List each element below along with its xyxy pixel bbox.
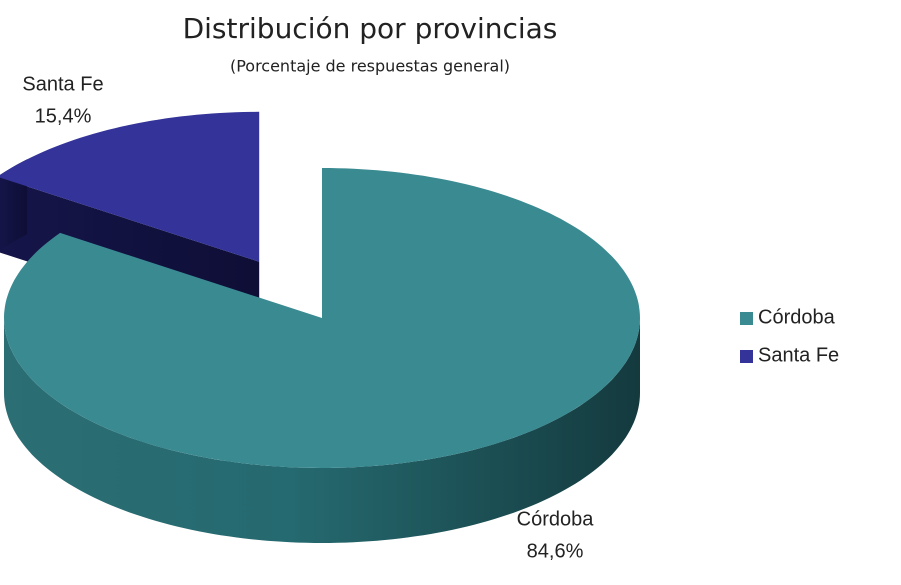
data-label-name: Santa Fe — [22, 73, 103, 95]
legend-swatch — [740, 312, 753, 325]
chart-subtitle: (Porcentaje de respuestas general) — [230, 57, 510, 76]
slice — [0, 111, 260, 262]
data-label-value: 15,4% — [35, 105, 92, 127]
slice — [4, 168, 640, 468]
legend-label: Córdoba — [758, 306, 836, 328]
data-label-value: 84,6% — [527, 540, 584, 562]
legend-label: Santa Fe — [758, 344, 839, 366]
chart-title: Distribución por provincias — [183, 12, 558, 45]
data-label-name: Córdoba — [517, 508, 595, 530]
slice-side — [4, 318, 640, 543]
legend-swatch — [740, 350, 753, 363]
